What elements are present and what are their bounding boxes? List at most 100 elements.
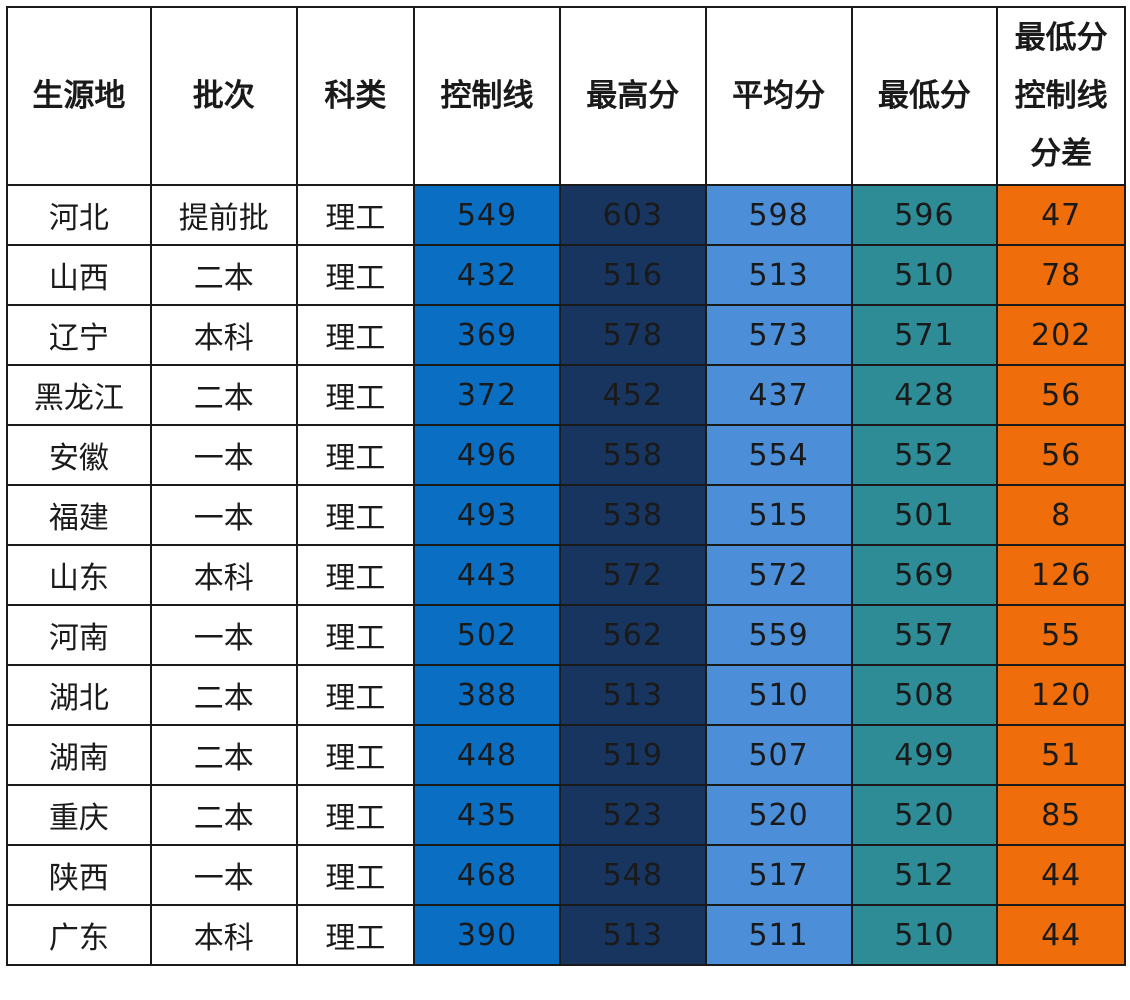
cell-min-score: 520 [850,784,999,846]
cell-control-line: 372 [413,364,561,426]
cell-avg-score: 437 [704,364,853,426]
score-table-container: 生源地 批次 科类 控制线 最高分 平均分 最低分 最低分 控制线 分差 河北提… [6,6,1126,966]
cell-avg-score: 598 [704,184,853,246]
cell-batch: 二本 [149,244,298,306]
cell-min-score: 512 [850,844,999,906]
header-row: 生源地 批次 科类 控制线 最高分 平均分 最低分 最低分 控制线 分差 [6,6,1126,186]
cell-batch: 一本 [149,844,298,906]
cell-control-line: 443 [413,544,561,606]
header-batch: 批次 [149,6,298,186]
cell-avg-score: 559 [704,604,853,666]
cell-avg-score: 511 [704,904,853,966]
cell-batch: 本科 [149,904,298,966]
cell-batch: 二本 [149,664,298,726]
cell-province: 湖北 [6,664,152,726]
cell-avg-score: 573 [704,304,853,366]
cell-max-score: 452 [558,364,707,426]
header-province: 生源地 [6,6,152,186]
cell-diff: 8 [996,484,1126,546]
cell-province: 山东 [6,544,152,606]
header-control-line: 控制线 [413,6,561,186]
cell-subject: 理工 [295,544,416,606]
table-row: 福建 一本 理工 493 538 515 501 8 [6,484,1126,546]
table-row: 陕西 一本 理工 468 548 517 512 44 [6,844,1126,906]
cell-control-line: 468 [413,844,561,906]
cell-subject: 理工 [295,904,416,966]
cell-control-line: 502 [413,604,561,666]
cell-diff: 56 [996,424,1126,486]
cell-batch: 一本 [149,424,298,486]
header-subject: 科类 [295,6,416,186]
cell-subject: 理工 [295,664,416,726]
cell-province: 黑龙江 [6,364,152,426]
cell-max-score: 558 [558,424,707,486]
table-row: 山西 二本 理工 432 516 513 510 78 [6,244,1126,306]
cell-min-score: 499 [850,724,999,786]
cell-control-line: 549 [413,184,561,246]
table-row: 广东 本科 理工 390 513 511 510 44 [6,904,1126,966]
cell-avg-score: 507 [704,724,853,786]
cell-province: 河南 [6,604,152,666]
cell-batch: 二本 [149,364,298,426]
header-diff: 最低分 控制线 分差 [996,6,1126,186]
cell-max-score: 519 [558,724,707,786]
table-body: 河北 提前批 理工 549 603 598 596 47 山西 二本 理工 432 516 513 510 7… [6,184,1126,966]
cell-batch: 一本 [149,484,298,546]
cell-batch: 本科 [149,304,298,366]
cell-subject: 理工 [295,364,416,426]
cell-province: 湖南 [6,724,152,786]
cell-control-line: 496 [413,424,561,486]
cell-control-line: 435 [413,784,561,846]
cell-max-score: 562 [558,604,707,666]
cell-province: 辽宁 [6,304,152,366]
cell-province: 陕西 [6,844,152,906]
cell-control-line: 493 [413,484,561,546]
cell-batch: 一本 [149,604,298,666]
cell-max-score: 548 [558,844,707,906]
cell-subject: 理工 [295,844,416,906]
table-row: 湖南 二本 理工 448 519 507 499 51 [6,724,1126,786]
cell-subject: 理工 [295,784,416,846]
cell-diff: 51 [996,724,1126,786]
table-row: 河北 提前批 理工 549 603 598 596 47 [6,184,1126,246]
cell-subject: 理工 [295,724,416,786]
header-max-score: 最高分 [558,6,707,186]
score-table: 生源地 批次 科类 控制线 最高分 平均分 最低分 最低分 控制线 分差 河北提… [6,6,1126,966]
header-min-score: 最低分 [850,6,999,186]
cell-diff: 55 [996,604,1126,666]
table-row: 安徽 一本 理工 496 558 554 552 56 [6,424,1126,486]
header-diff-line-2: 控制线 [1014,78,1108,114]
table-row: 重庆 二本 理工 435 523 520 520 85 [6,784,1126,846]
table-row: 山东 本科 理工 443 572 572 569 126 [6,544,1126,606]
table-row: 辽宁 本科 理工 369 578 573 571 202 [6,304,1126,366]
cell-min-score: 510 [850,904,999,966]
cell-subject: 理工 [295,604,416,666]
cell-min-score: 428 [850,364,999,426]
cell-subject: 理工 [295,484,416,546]
table-row: 湖北 二本 理工 388 513 510 508 120 [6,664,1126,726]
cell-subject: 理工 [295,424,416,486]
cell-diff: 85 [996,784,1126,846]
cell-province: 河北 [6,184,152,246]
cell-diff: 202 [996,304,1126,366]
cell-min-score: 596 [850,184,999,246]
cell-diff: 120 [996,664,1126,726]
cell-subject: 理工 [295,244,416,306]
cell-avg-score: 510 [704,664,853,726]
cell-avg-score: 515 [704,484,853,546]
cell-batch: 本科 [149,544,298,606]
cell-control-line: 369 [413,304,561,366]
cell-max-score: 572 [558,544,707,606]
cell-max-score: 513 [558,664,707,726]
cell-min-score: 571 [850,304,999,366]
cell-min-score: 552 [850,424,999,486]
cell-avg-score: 554 [704,424,853,486]
cell-min-score: 557 [850,604,999,666]
cell-avg-score: 513 [704,244,853,306]
cell-max-score: 603 [558,184,707,246]
cell-avg-score: 520 [704,784,853,846]
cell-batch: 二本 [149,784,298,846]
cell-max-score: 538 [558,484,707,546]
cell-province: 山西 [6,244,152,306]
cell-subject: 理工 [295,184,416,246]
